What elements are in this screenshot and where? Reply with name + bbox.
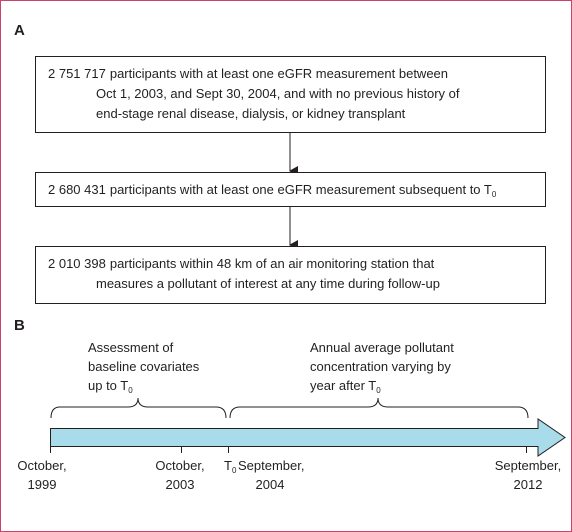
timeline-label: September, <box>495 458 562 473</box>
note-line: Annual average pollutant <box>310 340 454 355</box>
note-line: concentration varying by <box>310 359 451 374</box>
box-line: participants with at least one eGFR meas… <box>110 66 448 81</box>
timeline-label: 1999 <box>28 477 57 492</box>
subscript: 0 <box>128 386 133 395</box>
timeline-label: 2004 <box>256 477 285 492</box>
box-text: 2 680 431 participants with at least one … <box>48 182 497 199</box>
timeline-label: 2012 <box>514 477 543 492</box>
subscript: 0 <box>492 190 497 199</box>
timeline-label: October, <box>17 458 66 473</box>
note-text: up to T <box>88 378 128 393</box>
count: 2 010 398 <box>48 256 106 271</box>
note-line: up to T0 <box>88 378 133 395</box>
timeline-label: September, <box>238 458 305 473</box>
panel-label: A <box>14 22 25 39</box>
count: 2 680 431 <box>48 182 106 197</box>
count: 2 751 717 <box>48 66 106 81</box>
timeline-label: T0 <box>224 458 237 475</box>
box-line: participants within 48 km of an air moni… <box>110 256 435 271</box>
brace <box>229 397 529 419</box>
timeline-label: 2003 <box>166 477 195 492</box>
flow-box <box>35 172 546 207</box>
box-line: end-stage renal disease, dialysis, or ki… <box>96 106 406 121</box>
box-line: measures a pollutant of interest at any … <box>96 276 440 291</box>
box-text: 2 751 717 participants with at least one … <box>48 66 448 81</box>
note-line: year after T0 <box>310 378 381 395</box>
box-line: participants with at least one eGFR meas… <box>110 182 492 197</box>
note-line: Assessment of <box>88 340 174 355</box>
flow-box <box>35 246 546 304</box>
note-text: year after T <box>310 378 376 393</box>
subscript: 0 <box>376 386 381 395</box>
box-text: 2 010 398 participants within 48 km of an… <box>48 256 435 271</box>
t-label: T <box>224 458 232 473</box>
timeline-label: October, <box>155 458 204 473</box>
flow-box <box>35 56 546 133</box>
subscript: 0 <box>232 466 237 475</box>
panel-label: B <box>14 317 25 334</box>
box-line: Oct 1, 2003, and Sept 30, 2004, and with… <box>96 86 460 101</box>
timeline-arrow <box>50 418 566 457</box>
note-line: baseline covariates <box>88 359 200 374</box>
brace <box>50 397 227 419</box>
